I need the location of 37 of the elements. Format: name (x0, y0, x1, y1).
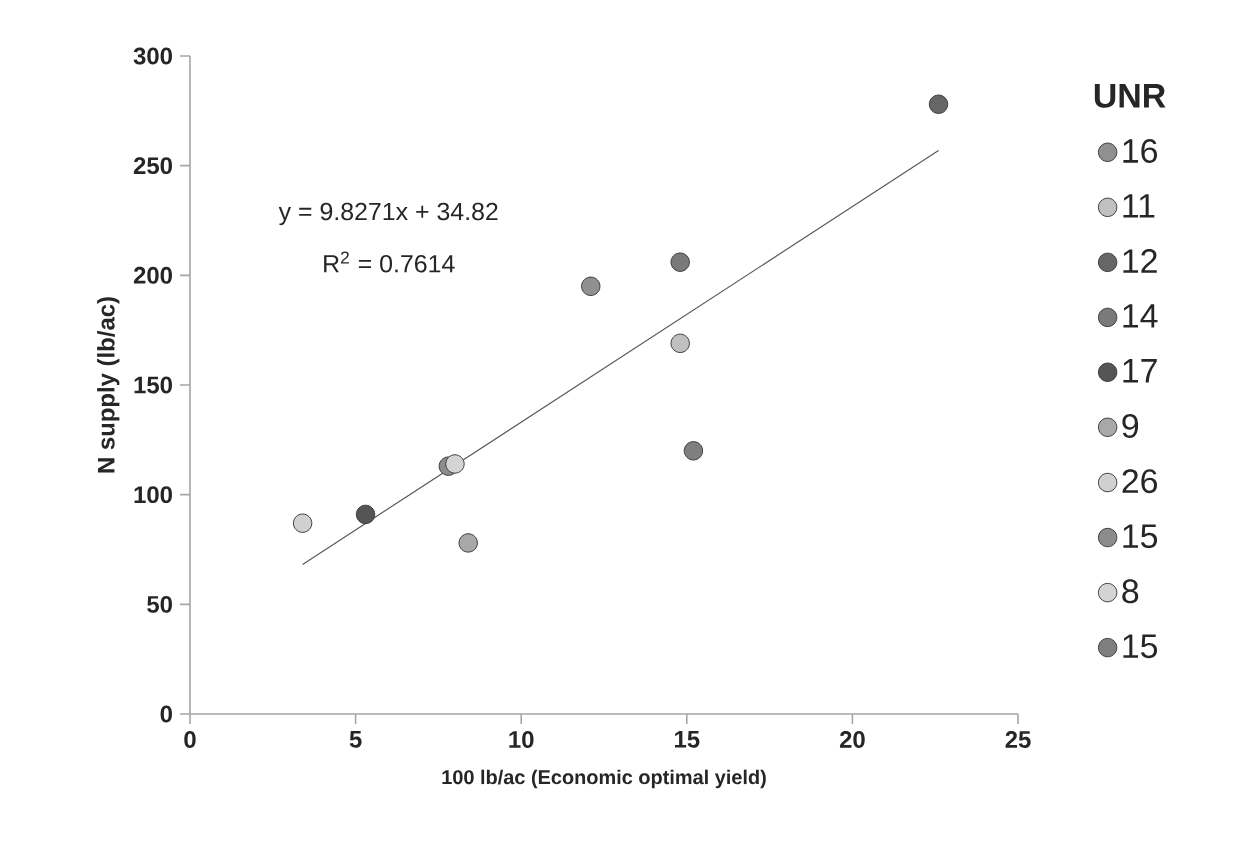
y-tick-label: 0 (160, 705, 172, 723)
point (683, 441, 704, 461)
point (581, 276, 601, 296)
legend-label: 12 (1123, 249, 1157, 273)
y-tick-label: 150 (134, 376, 172, 394)
point (928, 94, 949, 114)
legend-label: 15 (1123, 634, 1158, 659)
x-tick-label: 15 (675, 731, 700, 748)
point (670, 252, 690, 272)
y-tick-label: 100 (134, 486, 172, 504)
legend-label: 15 (1123, 524, 1158, 549)
legend-label: 9 (1122, 413, 1139, 438)
x-tick-label: 10 (509, 731, 534, 748)
point (445, 454, 465, 474)
point (670, 333, 690, 354)
y-tick-label: 200 (133, 266, 172, 284)
legend-label: 11 (1123, 194, 1155, 218)
y-tick-label: 300 (133, 47, 172, 65)
legend-label: 26 (1122, 469, 1157, 494)
x-axis-title: 100 lb/ac (Economic optimal yield) (442, 769, 766, 789)
legend-label: 8 (1122, 579, 1139, 604)
legend-label: 17 (1123, 359, 1157, 383)
y-axis-title: N supply (lb/ac) (97, 297, 120, 473)
legend-title: UNR (1094, 84, 1166, 108)
y-tick-label: 50 (147, 595, 172, 613)
x-tick-label: 25 (1005, 731, 1031, 748)
point (292, 513, 313, 533)
annotation: R$^{2}$ = 0.7614 (324, 251, 455, 273)
x-tick-label: 5 (349, 731, 362, 748)
y-tick-label: 250 (133, 157, 172, 175)
point (458, 533, 478, 553)
legend-label: 14 (1123, 304, 1158, 328)
legend-label: 16 (1123, 138, 1157, 163)
x-tick-label: 0 (184, 731, 196, 748)
point (355, 504, 376, 525)
annotation: y = 9.8271x + 34.82 (278, 202, 498, 226)
x-tick-label: 20 (839, 731, 865, 748)
